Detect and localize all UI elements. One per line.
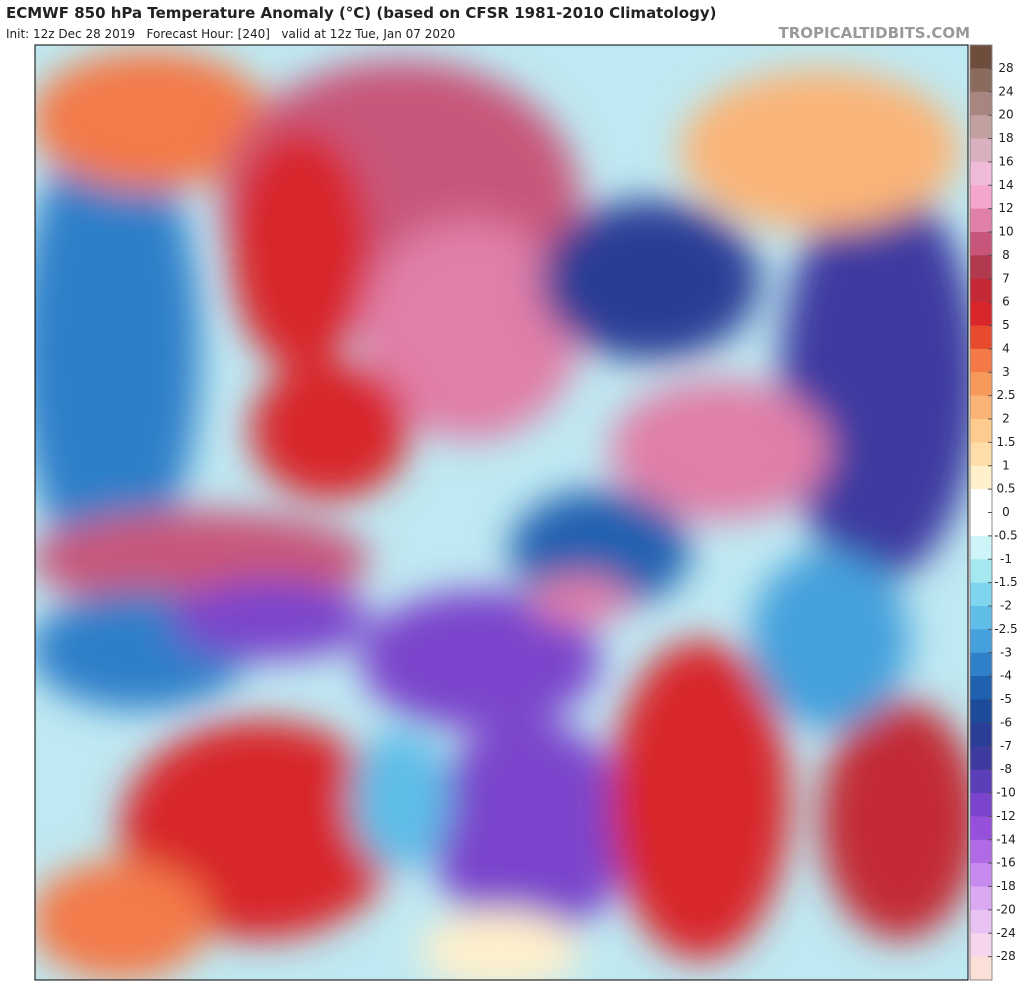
colorbar-label: 24 xyxy=(998,84,1013,98)
colorbar-segment xyxy=(970,909,992,934)
colorbar-segment xyxy=(970,465,992,490)
colorbar-segment xyxy=(970,161,992,186)
colorbar-label: -10 xyxy=(996,786,1016,800)
colorbar-segment xyxy=(970,278,992,303)
colorbar-segment xyxy=(970,348,992,373)
colorbar-label: -1.5 xyxy=(994,575,1017,589)
colorbar-label: 6 xyxy=(1002,295,1010,309)
colorbar-segment xyxy=(970,45,992,69)
colorbar-segment xyxy=(970,606,992,630)
colorbar-segment xyxy=(970,886,992,911)
subtitle: Init: 12z Dec 28 2019 Forecast Hour: [24… xyxy=(6,27,455,41)
colorbar-segment xyxy=(970,863,992,887)
colorbar-label: -7 xyxy=(1000,739,1012,753)
colorbar-segment xyxy=(970,652,992,677)
colorbar-label: 20 xyxy=(998,108,1013,122)
colorbar-label: -2 xyxy=(1000,599,1012,613)
colorbar-label: 16 xyxy=(998,154,1013,168)
colorbar-segment xyxy=(970,769,992,794)
colorbar-segment xyxy=(970,535,992,560)
colorbar-label: 5 xyxy=(1002,318,1010,332)
colorbar-label: -3 xyxy=(1000,645,1012,659)
colorbar-label: -4 xyxy=(1000,669,1012,683)
title: ECMWF 850 hPa Temperature Anomaly (°C) (… xyxy=(6,4,716,22)
colorbar-segment xyxy=(970,302,992,326)
colorbar-segment xyxy=(970,325,992,350)
map xyxy=(35,45,968,980)
colorbar-segment xyxy=(970,208,992,233)
colorbar-label: -12 xyxy=(996,809,1016,823)
colorbar-label: -16 xyxy=(996,856,1016,870)
colorbar-segment xyxy=(970,559,992,584)
colorbar-segment xyxy=(970,419,992,443)
colorbar-label: 12 xyxy=(998,201,1013,215)
watermark: TROPICALTIDBITS.COM xyxy=(779,24,971,42)
colorbar-label: 2.5 xyxy=(996,388,1015,402)
colorbar-segment xyxy=(970,839,992,864)
colorbar-label: 3 xyxy=(1002,365,1010,379)
colorbar-segment xyxy=(970,372,992,397)
colorbar-label: -6 xyxy=(1000,715,1012,729)
colorbar-segment xyxy=(970,793,992,817)
colorbar-segment xyxy=(970,489,992,513)
map-frame xyxy=(34,44,969,981)
colorbar-segment xyxy=(970,933,992,958)
colorbar-label: 14 xyxy=(998,178,1013,192)
colorbar: 28 24 20 18 16 14 12 10 8 7 6 5 4 3 2.5 2 1.5 1 0.5 0 -0.5 -1… xyxy=(969,44,1018,981)
colorbar-segment xyxy=(970,68,992,93)
colorbar-segment xyxy=(970,115,992,139)
colorbar-label: 1.5 xyxy=(996,435,1015,449)
colorbar-segment xyxy=(970,699,992,724)
colorbar-segment xyxy=(970,395,992,420)
colorbar-label: 8 xyxy=(1002,248,1010,262)
colorbar-label: -20 xyxy=(996,902,1016,916)
colorbar-label: 18 xyxy=(998,131,1013,145)
colorbar-label: -28 xyxy=(996,949,1016,963)
colorbar-label: 1 xyxy=(1002,458,1010,472)
colorbar-segment xyxy=(970,512,992,537)
colorbar-label: -24 xyxy=(996,926,1016,940)
colorbar-segment xyxy=(970,582,992,607)
colorbar-label: 28 xyxy=(998,61,1013,75)
colorbar-label: -8 xyxy=(1000,762,1012,776)
colorbar-segment xyxy=(970,676,992,700)
colorbar-segment xyxy=(970,816,992,841)
colorbar-segment xyxy=(970,956,992,981)
colorbar-label: -2.5 xyxy=(994,622,1017,636)
colorbar-label: 0 xyxy=(1002,505,1010,519)
colorbar-label: -5 xyxy=(1000,692,1012,706)
colorbar-label: -0.5 xyxy=(994,528,1017,542)
colorbar-segment xyxy=(970,232,992,256)
colorbar-segment xyxy=(970,91,992,116)
colorbar-segment xyxy=(970,255,992,280)
colorbar-label: -1 xyxy=(1000,552,1012,566)
colorbar-segment xyxy=(970,138,992,163)
colorbar-segment xyxy=(970,442,992,467)
colorbar-segment xyxy=(970,722,992,747)
colorbar-label: 4 xyxy=(1002,341,1010,355)
colorbar-label: 2 xyxy=(1002,412,1010,426)
colorbar-label: -14 xyxy=(996,832,1016,846)
colorbar-segment xyxy=(970,185,992,210)
colorbar-label: 0.5 xyxy=(996,482,1015,496)
colorbar-label: 7 xyxy=(1002,271,1010,285)
colorbar-segment xyxy=(970,746,992,771)
colorbar-label: -18 xyxy=(996,879,1016,893)
colorbar-label: 10 xyxy=(998,225,1013,239)
colorbar-segment xyxy=(970,629,992,654)
